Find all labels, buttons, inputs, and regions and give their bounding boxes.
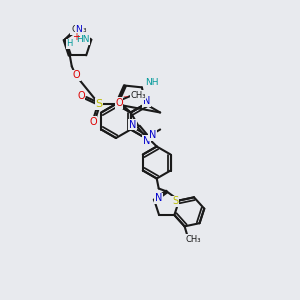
Text: CH₃: CH₃ bbox=[130, 91, 146, 100]
Text: S: S bbox=[172, 196, 178, 206]
Text: O: O bbox=[77, 91, 85, 101]
Text: N: N bbox=[143, 96, 150, 106]
Text: CH₃: CH₃ bbox=[186, 235, 201, 244]
Text: N: N bbox=[129, 119, 136, 130]
Text: O: O bbox=[115, 98, 123, 108]
Text: HN: HN bbox=[76, 35, 89, 44]
Text: N: N bbox=[76, 25, 82, 34]
Text: N: N bbox=[143, 136, 150, 146]
Text: ⁻: ⁻ bbox=[122, 94, 128, 104]
Text: N: N bbox=[155, 194, 162, 203]
Text: S: S bbox=[95, 99, 103, 109]
Text: H: H bbox=[67, 39, 73, 48]
Text: +: + bbox=[72, 32, 80, 42]
Text: O: O bbox=[89, 117, 97, 127]
Text: CH₃: CH₃ bbox=[71, 25, 86, 34]
Text: NH: NH bbox=[145, 78, 158, 87]
Text: N: N bbox=[149, 130, 156, 140]
Text: O: O bbox=[73, 70, 81, 80]
